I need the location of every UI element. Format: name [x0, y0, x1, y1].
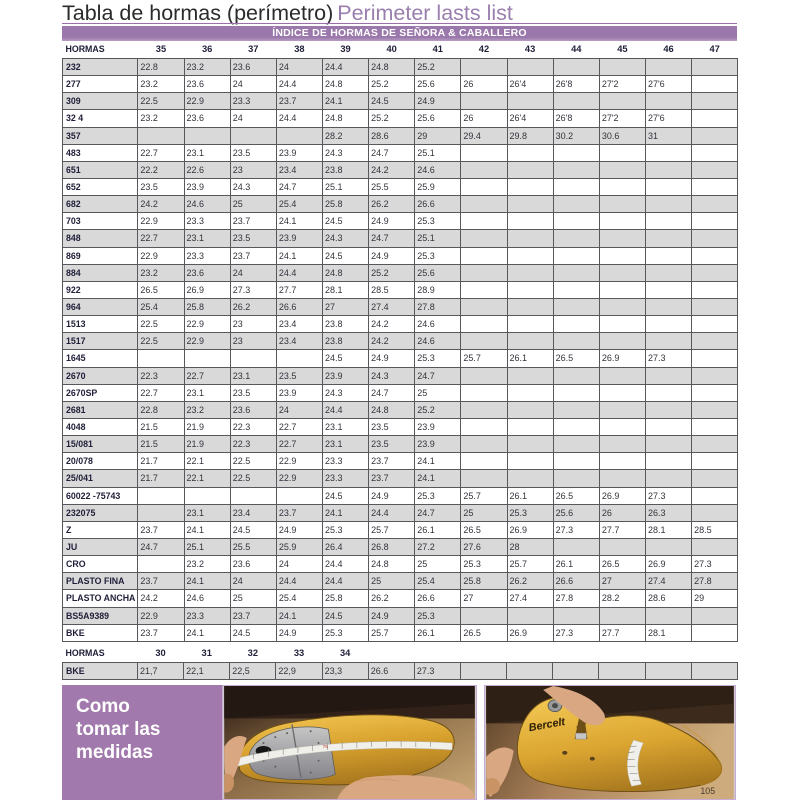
svg-text:75: 75 — [322, 744, 328, 750]
svg-text:105: 105 — [700, 786, 715, 796]
